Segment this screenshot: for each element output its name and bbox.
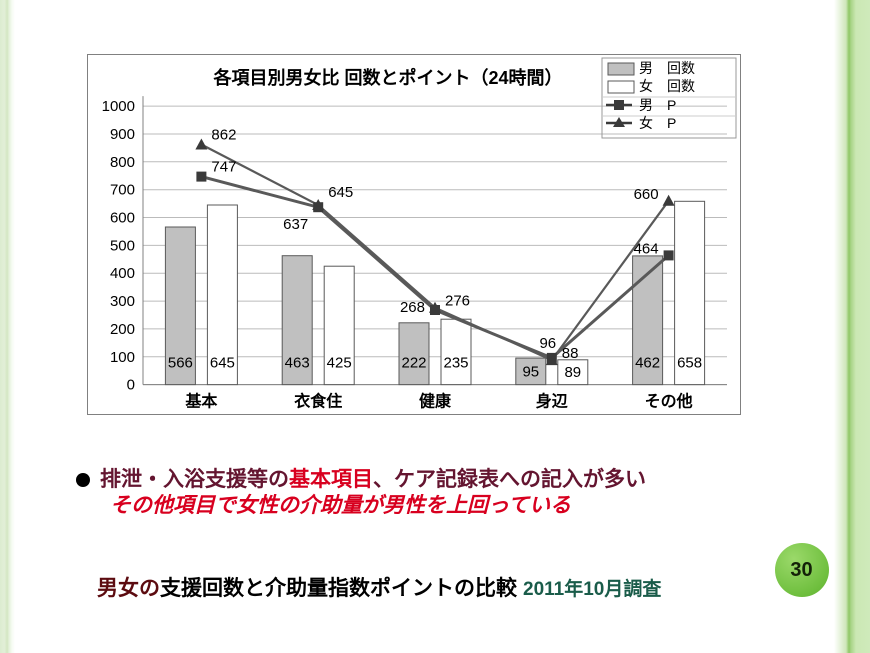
svg-text:900: 900 (110, 126, 135, 143)
svg-text:基本: 基本 (184, 392, 217, 411)
svg-text:637: 637 (283, 216, 308, 233)
svg-text:276: 276 (445, 293, 470, 310)
svg-text:男 回数: 男 回数 (639, 60, 695, 76)
svg-text:464: 464 (634, 240, 659, 257)
svg-text:235: 235 (443, 355, 468, 372)
svg-text:600: 600 (110, 210, 135, 227)
svg-text:300: 300 (110, 293, 135, 310)
svg-text:89: 89 (564, 364, 581, 381)
svg-text:100: 100 (110, 349, 135, 366)
svg-text:222: 222 (401, 355, 426, 372)
svg-text:95: 95 (522, 363, 539, 380)
svg-text:身辺: 身辺 (536, 392, 568, 411)
svg-text:463: 463 (285, 355, 310, 372)
svg-text:500: 500 (110, 237, 135, 254)
svg-text:200: 200 (110, 321, 135, 338)
svg-text:健康: 健康 (419, 392, 452, 411)
svg-text:96: 96 (539, 335, 556, 352)
svg-text:1000: 1000 (102, 98, 135, 115)
svg-text:645: 645 (328, 184, 353, 201)
svg-text:0: 0 (127, 377, 135, 394)
svg-text:658: 658 (677, 355, 702, 372)
svg-text:衣食住: 衣食住 (294, 392, 342, 411)
svg-text:566: 566 (168, 355, 193, 372)
svg-text:660: 660 (634, 186, 659, 203)
svg-text:88: 88 (562, 345, 579, 362)
svg-text:男 P: 男 P (639, 97, 676, 113)
svg-text:747: 747 (211, 159, 236, 176)
svg-text:862: 862 (211, 127, 236, 144)
svg-text:その他: その他 (645, 392, 693, 411)
svg-text:462: 462 (635, 355, 660, 372)
svg-text:800: 800 (110, 154, 135, 171)
svg-text:400: 400 (110, 265, 135, 282)
svg-text:女 回数: 女 回数 (639, 78, 695, 94)
svg-text:各項目別男女比 回数とポイント（24時間）: 各項目別男女比 回数とポイント（24時間） (212, 67, 562, 88)
svg-text:645: 645 (210, 355, 235, 372)
svg-text:268: 268 (400, 299, 425, 316)
svg-text:700: 700 (110, 182, 135, 199)
svg-text:425: 425 (327, 355, 352, 372)
svg-text:女 P: 女 P (639, 115, 676, 131)
